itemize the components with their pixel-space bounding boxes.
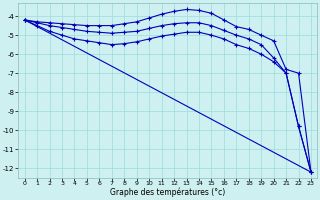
X-axis label: Graphe des températures (°c): Graphe des températures (°c) <box>110 188 226 197</box>
